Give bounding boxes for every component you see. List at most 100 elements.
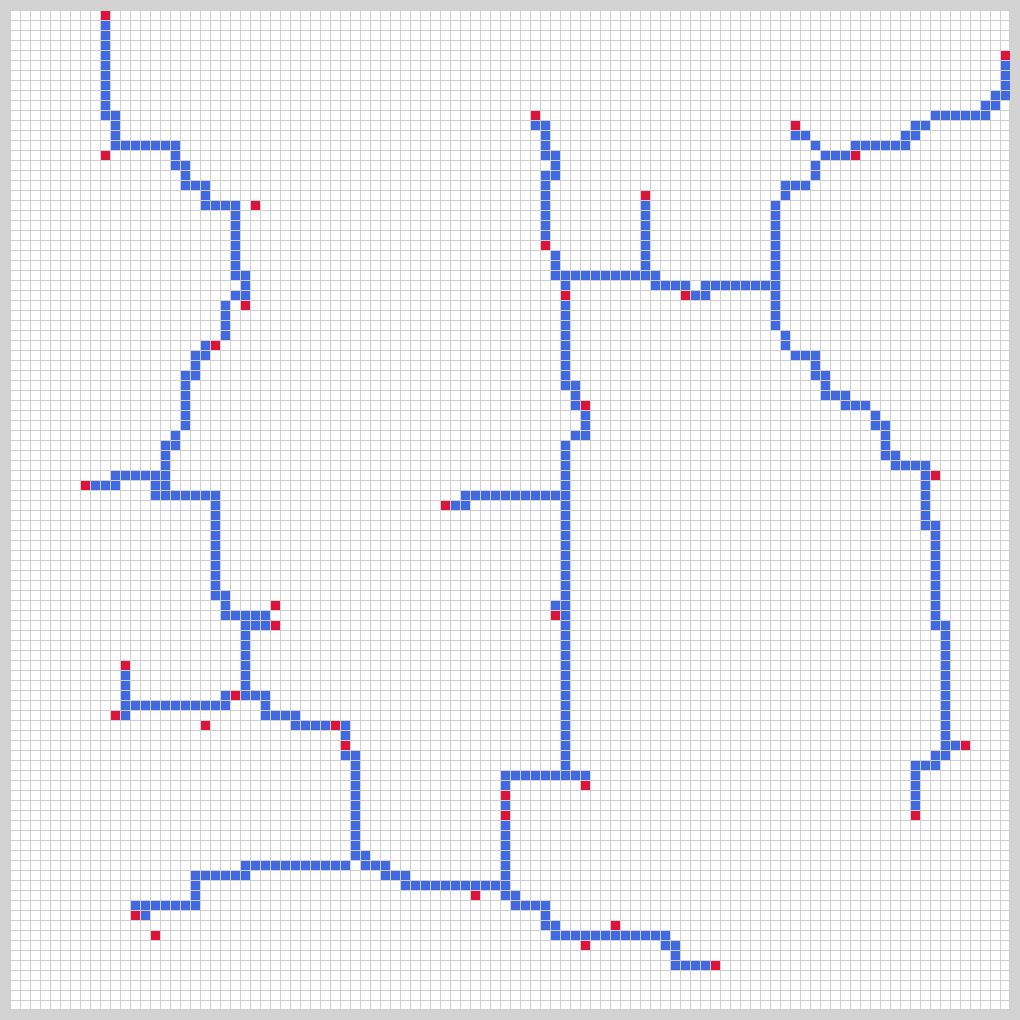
path-cell [501, 871, 510, 880]
path-cell [501, 491, 510, 500]
path-cell [671, 951, 680, 960]
path-cell [951, 111, 960, 120]
path-cell [791, 351, 800, 360]
path-cell [851, 401, 860, 410]
path-cell [561, 441, 570, 450]
endpoint-cell [911, 811, 920, 820]
path-cell [121, 711, 130, 720]
path-cell [451, 881, 460, 890]
path-cell [931, 571, 940, 580]
endpoint-cell [961, 741, 970, 750]
path-cell [561, 511, 570, 520]
path-cell [161, 441, 170, 450]
path-cell [381, 861, 390, 870]
path-cell [551, 491, 560, 500]
path-cell [101, 21, 110, 30]
path-cell [861, 401, 870, 410]
path-cell [181, 371, 190, 380]
endpoint-cell [931, 471, 940, 480]
path-cell [561, 591, 570, 600]
path-cell [121, 701, 130, 710]
path-cell [541, 911, 550, 920]
path-cell [561, 471, 570, 480]
path-cell [201, 871, 210, 880]
endpoint-cell [581, 401, 590, 410]
path-cell [571, 391, 580, 400]
path-cell [561, 631, 570, 640]
path-cell [231, 211, 240, 220]
path-cell [181, 391, 190, 400]
path-cell [471, 881, 480, 890]
path-cell [211, 551, 220, 560]
path-cell [171, 141, 180, 150]
path-cell [351, 841, 360, 850]
endpoint-cell [561, 291, 570, 300]
path-cell [221, 201, 230, 210]
endpoint-cell [851, 151, 860, 160]
path-cell [661, 931, 670, 940]
path-cell [241, 661, 250, 670]
path-cell [771, 201, 780, 210]
path-cell [261, 621, 270, 630]
path-cell [901, 141, 910, 150]
path-cell [111, 131, 120, 140]
path-cell [561, 491, 570, 500]
path-cell [941, 681, 950, 690]
path-cell [431, 881, 440, 890]
path-cell [251, 861, 260, 870]
path-cell [941, 701, 950, 710]
path-cell [561, 681, 570, 690]
path-cell [931, 111, 940, 120]
path-cell [811, 361, 820, 370]
path-cell [291, 721, 300, 730]
path-cell [581, 431, 590, 440]
endpoint-cell [241, 301, 250, 310]
path-cell [811, 351, 820, 360]
path-cell [871, 411, 880, 420]
path-cell [531, 901, 540, 910]
path-cell [231, 611, 240, 620]
path-cell [581, 271, 590, 280]
path-cell [941, 731, 950, 740]
path-cell [561, 731, 570, 740]
path-cell [221, 691, 230, 700]
path-cell [941, 741, 950, 750]
path-cell [551, 271, 560, 280]
path-cell [911, 791, 920, 800]
path-cell [671, 941, 680, 950]
path-cell [151, 471, 160, 480]
path-cell [541, 121, 550, 130]
path-cell [211, 511, 220, 520]
path-cell [551, 921, 560, 930]
path-cell [771, 221, 780, 230]
path-cell [561, 661, 570, 670]
path-cell [301, 861, 310, 870]
path-cell [931, 551, 940, 560]
path-cell [921, 761, 930, 770]
path-cell [981, 111, 990, 120]
game-board[interactable] [10, 10, 1010, 1010]
path-cell [591, 931, 600, 940]
path-cell [161, 481, 170, 490]
path-cell [151, 701, 160, 710]
path-cell [921, 501, 930, 510]
path-cell [421, 881, 430, 890]
endpoint-cell [271, 621, 280, 630]
path-cell [1001, 61, 1010, 70]
path-cell [181, 171, 190, 180]
path-cell [521, 771, 530, 780]
path-cell [231, 221, 240, 230]
path-cell [111, 481, 120, 490]
path-cell [261, 691, 270, 700]
path-cell [801, 181, 810, 190]
path-cell [811, 371, 820, 380]
path-cell [611, 271, 620, 280]
path-cell [491, 491, 500, 500]
path-cell [191, 881, 200, 890]
path-cell [561, 741, 570, 750]
path-cell [561, 461, 570, 470]
path-cell [891, 451, 900, 460]
path-cell [231, 231, 240, 240]
path-cell [191, 701, 200, 710]
path-cell [561, 571, 570, 580]
